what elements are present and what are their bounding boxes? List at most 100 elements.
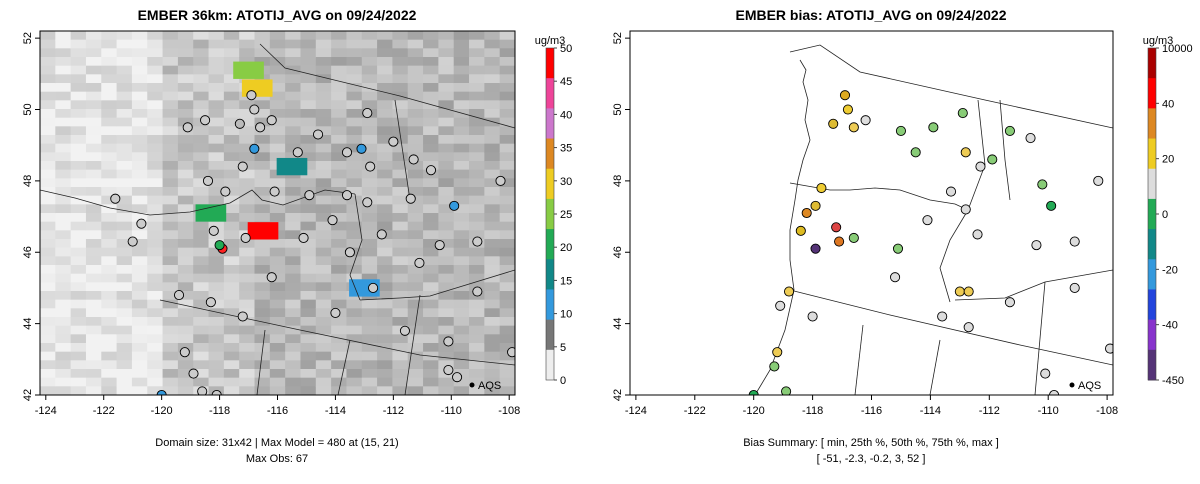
colorbar-segment: [546, 48, 554, 79]
grid-cell: [131, 91, 148, 101]
grid-cell: [346, 299, 363, 309]
grid-cell: [239, 360, 256, 370]
grid-cell: [162, 126, 179, 136]
grid-cell: [101, 325, 118, 335]
grid-cell: [208, 256, 225, 266]
grid-cell: [116, 386, 133, 395]
grid-cell: [223, 195, 240, 205]
station-marker: [298, 232, 309, 244]
grid-cell: [361, 343, 378, 353]
grid-cell: [131, 291, 148, 301]
grid-cell: [223, 31, 240, 41]
grid-cell: [254, 213, 271, 223]
colorbar-label: 20: [1162, 154, 1174, 166]
grid-cell: [300, 273, 317, 283]
station-marker: [408, 154, 419, 165]
grid-cell: [392, 230, 409, 240]
grid-cell: [55, 39, 72, 49]
station-marker: [197, 386, 208, 395]
grid-cell: [361, 100, 378, 110]
grid-cell: [116, 109, 133, 119]
grid-cell: [147, 369, 164, 379]
grid-cell: [162, 369, 179, 379]
grid-cell: [285, 91, 302, 101]
grid-cell: [285, 325, 302, 335]
grid-cell: [346, 83, 363, 93]
station-marker: [127, 236, 138, 247]
grid-cell: [70, 31, 87, 41]
grid-cell: [346, 65, 363, 75]
grid-cell: [177, 39, 194, 49]
grid-cell: [193, 74, 210, 84]
grid-cell: [499, 247, 515, 257]
grid-cell: [392, 377, 409, 387]
grid-cell: [193, 377, 210, 387]
grid-cell: [361, 247, 378, 257]
grid-cell: [147, 247, 164, 257]
grid-cell: [40, 299, 56, 309]
grid-cell: [162, 187, 179, 197]
grid-cell: [193, 265, 210, 275]
grid-cell: [392, 369, 409, 379]
colorbar-label: 40: [1162, 98, 1174, 110]
grid-cell: [346, 126, 363, 136]
station-marker: [200, 115, 211, 126]
grid-cell: [177, 230, 194, 240]
grid-cell: [147, 109, 164, 119]
grid-cell: [55, 256, 72, 266]
grid-cell: [407, 135, 424, 145]
grid-cell: [453, 369, 470, 379]
station-marker: [344, 247, 355, 258]
grid-cell: [469, 117, 485, 127]
grid-cell: [193, 221, 210, 231]
grid-cell: [116, 83, 133, 93]
grid-cell: [361, 239, 378, 249]
grid-cell: [70, 351, 87, 361]
grid-cell: [116, 195, 133, 205]
station-marker: [234, 118, 245, 129]
grid-cell: [70, 239, 87, 249]
grid-cell: [55, 308, 72, 318]
grid-cell: [239, 169, 256, 179]
grid-cell: [193, 161, 210, 171]
grid-cell: [407, 195, 424, 205]
grid-cell: [346, 369, 363, 379]
grid-cell: [269, 31, 286, 41]
grid-cell: [55, 143, 72, 153]
grid-cell: [223, 65, 240, 75]
grid-cell: [70, 360, 87, 370]
grid-cell: [101, 161, 118, 171]
grid-cell: [223, 126, 240, 136]
colorbar-segment: [546, 138, 554, 170]
grid-cell: [85, 169, 102, 179]
grid-cell: [40, 213, 56, 223]
grid-cell: [499, 143, 515, 153]
grid-cell: [315, 161, 332, 171]
grid-cell: [101, 91, 118, 101]
grid-cell: [315, 265, 332, 275]
grid-cell: [300, 343, 317, 353]
grid-cell: [331, 91, 348, 101]
grid-cell: [315, 204, 332, 214]
grid-cell: [377, 83, 394, 93]
grid-cell: [285, 204, 302, 214]
grid-cell: [315, 213, 332, 223]
grid-cell: [438, 230, 455, 240]
grid-cell: [407, 299, 424, 309]
grid-cell: [453, 31, 470, 41]
grid-cell: [223, 351, 240, 361]
grid-cell: [407, 187, 424, 197]
grid-cell: [239, 377, 256, 387]
grid-cell: [269, 273, 286, 283]
grid-cell: [407, 343, 424, 353]
grid-cell: [269, 48, 286, 58]
grid-cell: [331, 334, 348, 344]
station-marker: [362, 197, 373, 208]
grid-cell: [208, 83, 225, 93]
grid-cell: [208, 317, 225, 327]
grid-cell: [315, 360, 332, 370]
canada-border: [789, 44, 1113, 129]
grid-cell: [453, 126, 470, 136]
grid-cell: [438, 377, 455, 387]
grid-cell: [40, 230, 56, 240]
